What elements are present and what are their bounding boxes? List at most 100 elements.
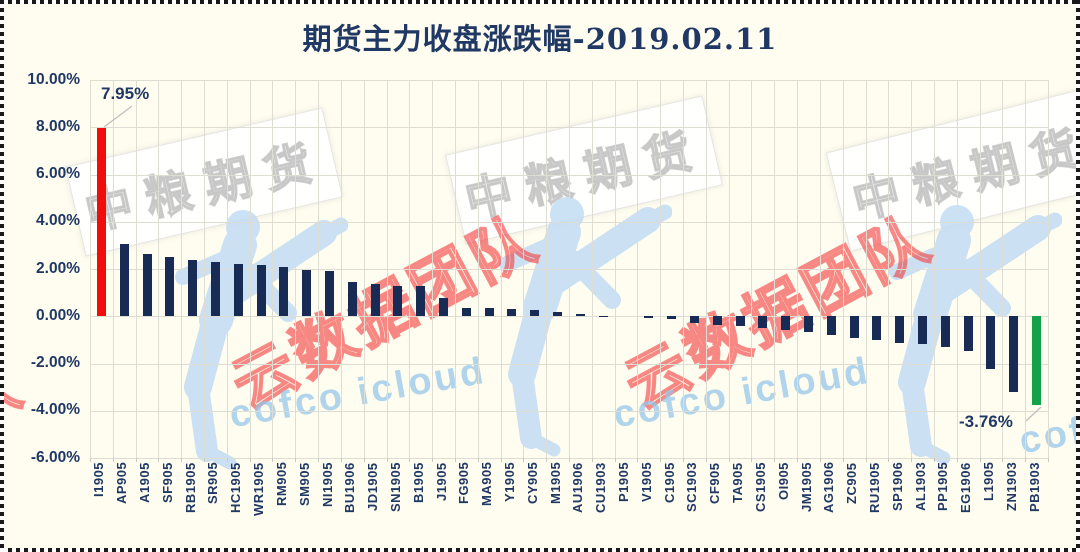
bar-CY905 — [530, 309, 540, 317]
x-axis-tick — [911, 458, 913, 462]
v-gridline — [956, 80, 958, 458]
v-gridline — [112, 80, 114, 458]
bar-Y1905 — [507, 308, 517, 317]
x-axis-tick — [477, 458, 479, 462]
y-axis-label: -6.00% — [30, 448, 80, 466]
bar-AP905 — [119, 244, 129, 317]
bar-SM905 — [302, 269, 312, 317]
x-axis-tick — [979, 458, 981, 462]
bar-JM1905 — [804, 316, 813, 333]
x-axis-tick — [340, 458, 342, 462]
x-axis-tick — [181, 458, 183, 462]
y-axis-label: 4.00% — [36, 212, 80, 230]
bar-SR905 — [210, 262, 220, 317]
v-gridline — [386, 80, 388, 458]
v-gridline — [135, 80, 137, 458]
v-gridline — [865, 80, 867, 458]
y-axis-label: -2.00% — [30, 354, 80, 371]
v-gridline — [774, 80, 776, 458]
bar-C1905 — [667, 316, 677, 319]
bar-AL1903 — [918, 316, 928, 345]
x-axis-tick — [660, 458, 662, 462]
max-value-label: 7.95% — [101, 84, 150, 103]
bar-RM905 — [279, 266, 289, 317]
x-axis-tick — [728, 458, 730, 462]
bar-JD1905 — [370, 284, 380, 317]
x-axis-tick — [751, 458, 753, 462]
v-gridline — [1002, 80, 1004, 458]
dashed-border-right — [1076, 0, 1080, 552]
x-axis-tick — [1048, 458, 1049, 462]
v-gridline — [979, 80, 981, 458]
dashed-border-top — [0, 0, 1080, 4]
bar-RU1905 — [872, 316, 882, 341]
y-axis-label: 6.00% — [36, 165, 80, 182]
x-axis-tick — [705, 458, 707, 462]
bar-MA905 — [484, 308, 494, 317]
bar-AU1906 — [575, 314, 585, 317]
bar-B1905 — [416, 286, 426, 317]
x-axis-tick — [546, 458, 548, 462]
x-axis-tick — [614, 458, 616, 462]
v-gridline — [819, 80, 821, 458]
x-axis-tick — [956, 458, 958, 462]
bar-RB1905 — [188, 259, 198, 317]
v-gridline — [546, 80, 548, 458]
x-axis-tick — [272, 458, 274, 462]
bar-I1905 — [96, 128, 106, 317]
x-axis-tick — [888, 458, 890, 462]
min-value-label: -3.76% — [959, 412, 1013, 431]
y-axis-label: 8.00% — [36, 117, 80, 135]
v-gridline — [477, 80, 479, 458]
bar-V1905 — [644, 316, 654, 318]
x-axis-tick — [204, 458, 206, 462]
v-gridline — [90, 80, 91, 458]
x-axis-tick — [454, 458, 456, 462]
v-gridline — [1048, 80, 1049, 458]
x-axis-tick — [523, 458, 525, 462]
x-axis-tick — [819, 458, 821, 462]
x-axis-tick — [842, 458, 844, 462]
v-gridline — [888, 80, 890, 458]
x-axis-tick — [865, 458, 867, 462]
v-gridline — [637, 80, 639, 458]
v-gridline — [683, 80, 685, 458]
v-gridline — [318, 80, 320, 458]
v-gridline — [728, 80, 730, 458]
bar-SN1905 — [393, 285, 403, 317]
x-axis-tick — [683, 458, 685, 462]
x-axis-tick — [226, 458, 228, 462]
v-gridline — [500, 80, 502, 458]
v-gridline — [249, 80, 251, 458]
bar-BU1906 — [347, 281, 357, 317]
dashed-border-left — [0, 0, 4, 552]
bar-L1905 — [986, 316, 996, 369]
x-axis-tick — [1002, 458, 1004, 462]
x-axis-tick — [363, 458, 365, 462]
x-axis-tick — [933, 458, 935, 462]
v-gridline — [272, 80, 274, 458]
v-gridline — [569, 80, 570, 458]
x-axis-tick — [500, 458, 502, 462]
bar-PP1905 — [940, 316, 950, 348]
x-axis-tick — [774, 458, 776, 462]
y-axis-label: 0.00% — [36, 306, 80, 324]
x-axis-tick — [432, 458, 434, 462]
v-gridline — [751, 80, 753, 458]
v-gridline — [204, 80, 206, 458]
bar-EG1906 — [963, 316, 973, 351]
v-gridline — [295, 80, 297, 458]
v-gridline — [933, 80, 935, 458]
x-axis-tick — [569, 458, 570, 462]
bar-J1905 — [439, 297, 449, 317]
v-gridline — [158, 80, 160, 458]
y-axis-label: -4.00% — [30, 401, 80, 419]
y-axis-label: 2.00% — [36, 259, 80, 277]
bar-M1905 — [553, 312, 563, 317]
x-axis-tick — [249, 458, 251, 462]
x-axis-tick — [112, 458, 114, 462]
bar-ZN1903 — [1009, 316, 1019, 393]
v-gridline — [432, 80, 434, 458]
